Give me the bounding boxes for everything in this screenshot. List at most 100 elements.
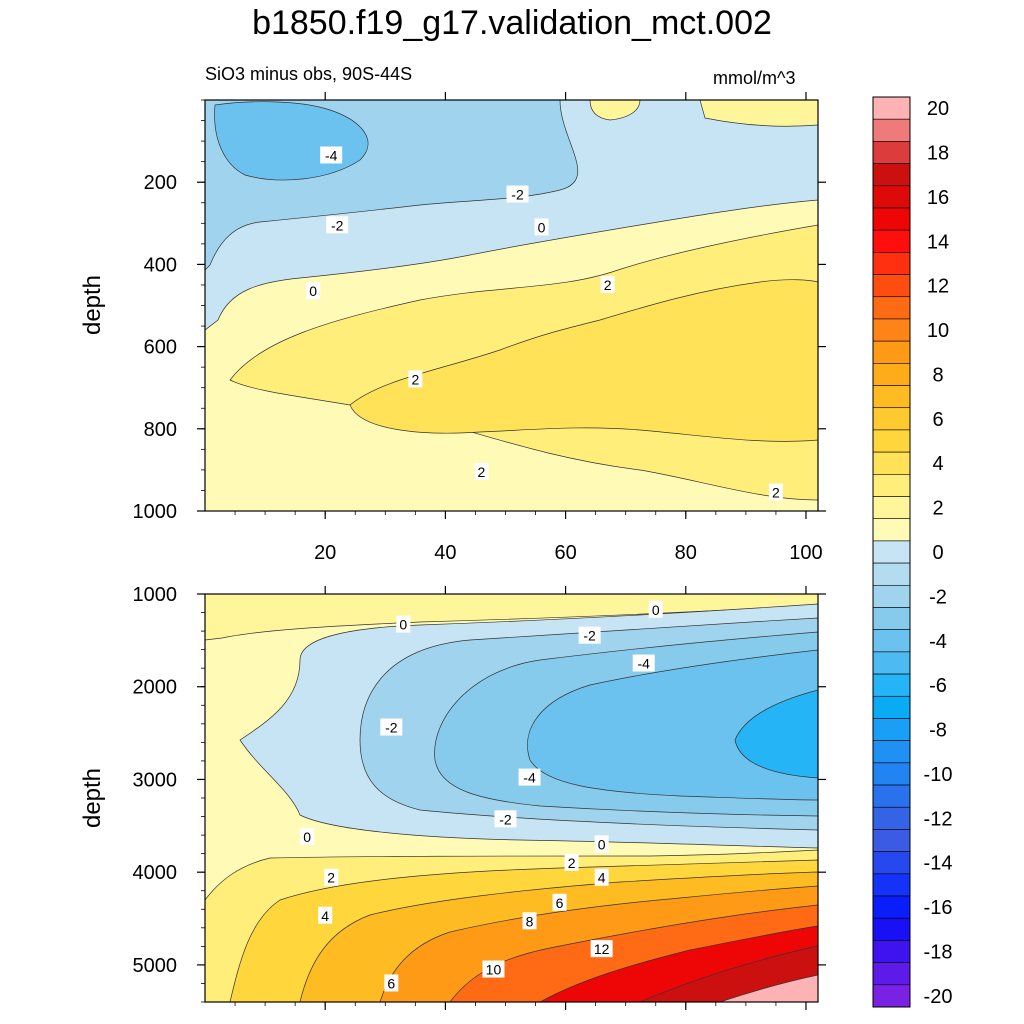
contour-label: 0 (309, 283, 317, 299)
x-tick-label: 40 (434, 542, 456, 564)
contour-label: -2 (331, 217, 344, 233)
upper-contour-fill (205, 100, 818, 511)
contour-label: 8 (526, 913, 534, 929)
contour-label-box (474, 462, 489, 480)
contour-label: 0 (399, 617, 407, 633)
colorbar-swatch (872, 296, 911, 320)
colorbar-label: -14 (924, 853, 953, 875)
y-tick-label: 200 (144, 172, 177, 194)
lower-cool-4 (527, 649, 818, 801)
colorbar-swatch (872, 385, 911, 409)
colorbar-swatch (872, 695, 911, 719)
colorbar-label: -10 (924, 764, 953, 786)
colorbar-swatch (872, 518, 911, 542)
colorbar-label: -12 (924, 808, 953, 830)
contour-label-box (518, 768, 541, 786)
contour-label-box (632, 654, 655, 672)
colorbar-swatch (872, 607, 911, 630)
colorbar-label: 18 (927, 142, 949, 164)
colorbar-swatch (872, 984, 911, 1008)
colorbar-label: 8 (932, 364, 943, 386)
contour-label-box (552, 893, 567, 911)
x-tick-label: 100 (789, 542, 822, 564)
lower-cool-core (734, 689, 818, 779)
colorbar: 20181614121086420-2-4-6-8-10-12-14-16-18… (872, 96, 953, 1008)
contour-label-box (522, 912, 537, 930)
contour-label: -4 (523, 770, 536, 786)
colorbar-label: -4 (929, 631, 947, 653)
contour-label-box (384, 974, 399, 992)
colorbar-swatch (872, 496, 911, 520)
colorbar-swatch (872, 474, 911, 497)
contour-label: 0 (652, 602, 660, 618)
colorbar-label: -8 (929, 720, 947, 742)
contour-label: 10 (486, 962, 502, 978)
contour-label: 12 (594, 941, 610, 957)
colorbar-label: 6 (932, 409, 943, 431)
contour-label-box (534, 218, 549, 236)
colorbar-swatch (872, 784, 911, 808)
colorbar-label: -18 (924, 942, 953, 964)
lower-contour-fill (205, 594, 818, 1002)
contour-label: -2 (511, 187, 524, 203)
colorbar-swatch (872, 940, 911, 963)
contour-label: 2 (772, 485, 780, 501)
contour-label-box (564, 853, 579, 871)
contour-label-box (320, 146, 343, 164)
contour-label: 6 (556, 895, 564, 911)
x-tick-label: 20 (314, 542, 336, 564)
colorbar-swatch (872, 407, 911, 431)
y-tick-label: 1000 (133, 501, 178, 523)
colorbar-swatch (872, 895, 911, 919)
colorbar-swatch (872, 762, 911, 786)
colorbar-label: -20 (924, 986, 953, 1008)
contour-label-box (380, 718, 403, 736)
colorbar-swatch (872, 96, 911, 120)
contour-label-box (300, 827, 315, 845)
colorbar-swatch (872, 340, 911, 364)
chart-title: b1850.f19_g17.validation_mct.002 (252, 4, 772, 42)
contour-label-box (306, 282, 321, 300)
colorbar-label: -16 (924, 897, 953, 919)
colorbar-swatch (872, 673, 911, 697)
colorbar-swatch (872, 429, 911, 453)
colorbar-swatch (872, 629, 911, 653)
colorbar-swatch (872, 141, 911, 164)
y-tick-label: 800 (144, 419, 177, 441)
contour-label: 0 (303, 829, 311, 845)
upper-contour-labels: -4 -2 -2 0 0 2 2 2 2 (306, 146, 783, 501)
colorbar-swatch (872, 451, 911, 475)
colorbar-swatch (872, 252, 911, 275)
colorbar-label: 0 (932, 542, 943, 564)
colorbar-swatch (872, 851, 911, 875)
contour-label: -2 (583, 628, 596, 644)
contour-label: 2 (478, 464, 486, 480)
contour-label: 2 (411, 371, 419, 387)
colorbar-swatch (872, 917, 911, 941)
y-tick-label: 2000 (133, 677, 178, 699)
colorbar-swatch (872, 185, 911, 209)
colorbar-label: -6 (929, 675, 947, 697)
contour-label: -2 (385, 720, 398, 736)
y-tick-label: 600 (144, 337, 177, 359)
contour-label: -4 (637, 656, 650, 672)
contour-label: -2 (499, 811, 512, 827)
contour-label-box (494, 810, 517, 828)
upper-ylabel: depth (79, 275, 106, 335)
lower-contour-labels: 0 0 -2 -4 -2 -4 -2 0 0 2 4 2 6 8 4 12 10 6 (300, 600, 663, 992)
y-tick-label: 3000 (133, 769, 178, 791)
colorbar-swatch (872, 229, 911, 253)
colorbar-swatch (872, 363, 911, 386)
colorbar-label: 10 (927, 320, 949, 342)
colorbar-label: 2 (932, 498, 943, 520)
contour-label: 0 (538, 219, 546, 235)
contour-label-box (396, 615, 411, 633)
contour-label-box (648, 600, 663, 618)
contour-label: -4 (325, 147, 338, 163)
contour-label: 0 (598, 836, 606, 852)
contour-label-box (408, 370, 423, 388)
colorbar-swatch (872, 962, 911, 986)
colorbar-label: -2 (929, 586, 947, 608)
